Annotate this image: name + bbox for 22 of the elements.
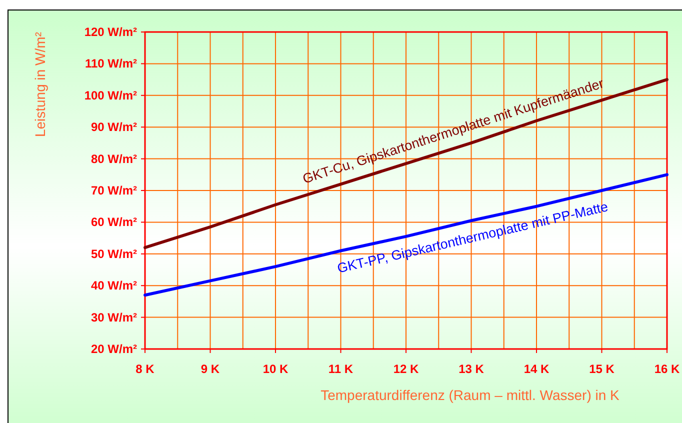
y-tick-label: 40 W/m² bbox=[90, 278, 137, 293]
x-tick-label: 10 K bbox=[262, 362, 288, 376]
y-tick-label: 120 W/m² bbox=[84, 25, 137, 39]
x-tick-label: 9 K bbox=[200, 362, 220, 376]
y-tick-label: 30 W/m² bbox=[90, 310, 137, 324]
x-tick-label: 13 K bbox=[458, 362, 484, 376]
y-tick-label: 60 W/m² bbox=[90, 215, 137, 230]
x-tick-label: 8 K bbox=[136, 362, 155, 376]
x-tick-label: 11 K bbox=[328, 362, 354, 376]
y-axis-title: Leistung in W/m² bbox=[32, 32, 48, 138]
y-tick-label: 50 W/m² bbox=[90, 246, 137, 261]
x-tick-label: 15 K bbox=[589, 362, 615, 376]
y-tick-label: 100 W/m² bbox=[84, 88, 137, 102]
x-tick-label: 14 K bbox=[524, 362, 550, 376]
x-axis-title: Temperaturdifferenz (Raum – mittl. Wasser) in K bbox=[320, 387, 620, 403]
y-tick-label: 80 W/m² bbox=[90, 152, 137, 166]
x-tick-label: 12 K bbox=[393, 362, 419, 376]
x-tick-label: 16 K bbox=[654, 362, 680, 376]
y-tick-label: 110 W/m² bbox=[84, 56, 137, 71]
y-tick-label: 70 W/m² bbox=[90, 184, 137, 198]
y-tick-label: 90 W/m² bbox=[90, 120, 137, 134]
y-tick-label: 20 W/m² bbox=[90, 342, 137, 356]
